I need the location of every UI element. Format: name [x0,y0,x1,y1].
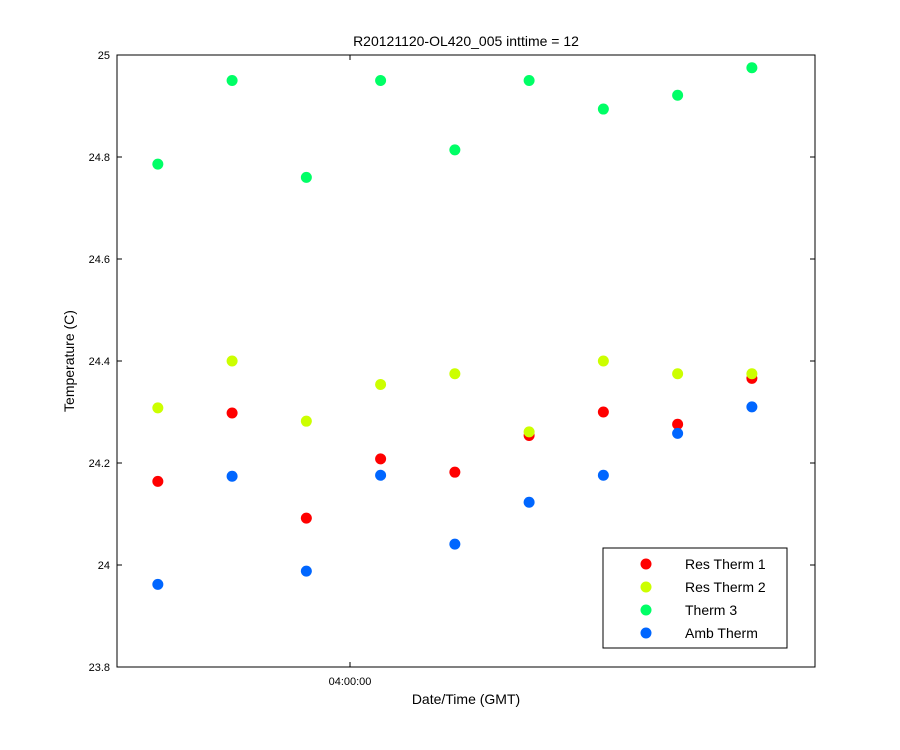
x-axis-ticks: 04:00:00 [329,55,372,688]
point-therm-3 [449,144,461,156]
point-res-therm-1 [375,453,387,465]
point-res-therm-1 [152,475,164,487]
point-therm-3 [152,158,164,170]
point-therm-3 [523,75,535,86]
y-tick-label: 24.4 [89,356,110,368]
chart-title: R20121120-OL420_005 inttime = 12 [353,33,579,49]
point-amb-therm [226,470,238,482]
point-res-therm-2 [597,355,609,367]
point-amb-therm [597,469,609,481]
y-tick-label: 24.8 [89,152,110,164]
point-res-therm-1 [300,512,312,524]
point-amb-therm [152,578,164,590]
point-amb-therm [746,401,758,413]
point-res-therm-2 [672,368,684,380]
point-therm-3 [746,62,758,74]
y-tick-label: 24.6 [89,254,110,266]
y-axis-ticks: 23.8 24 24.2 24.4 24.6 24.8 25 [89,50,815,674]
legend-label-therm-3: Therm 3 [685,602,737,618]
point-res-therm-1 [672,418,684,430]
point-res-therm-1 [449,466,461,478]
y-tick-label: 23.8 [89,662,110,674]
legend-marker-res-therm-1 [640,558,652,570]
point-therm-3 [300,171,312,183]
point-res-therm-2 [449,368,461,380]
point-res-therm-2 [152,402,164,414]
point-res-therm-2 [226,355,238,367]
point-res-therm-2 [746,368,758,380]
point-amb-therm [523,496,535,508]
x-tick-label: 04:00:00 [329,676,372,688]
y-tick-label: 25 [98,50,110,62]
y-tick-label: 24 [98,560,110,572]
legend-label-res-therm-2: Res Therm 2 [685,579,766,595]
legend-marker-amb-therm [640,627,652,639]
x-axis-title: Date/Time (GMT) [412,691,520,707]
y-tick-label: 24.2 [89,458,110,470]
point-res-therm-1 [226,407,238,419]
legend-label-res-therm-1: Res Therm 1 [685,556,766,572]
point-amb-therm [449,538,461,550]
legend: Res Therm 1 Res Therm 2 Therm 3 Amb Therm [602,547,788,649]
point-res-therm-2 [300,415,312,427]
point-res-therm-1 [597,406,609,418]
point-amb-therm [672,427,684,439]
point-therm-3 [226,75,238,86]
legend-label-amb-therm: Amb Therm [685,625,758,641]
point-amb-therm [300,565,312,577]
point-res-therm-2 [375,378,387,390]
legend-marker-res-therm-2 [640,581,652,593]
data-points [152,62,758,590]
point-therm-3 [375,75,387,86]
point-res-therm-2 [523,426,535,438]
point-therm-3 [672,89,684,101]
legend-box [602,547,788,649]
point-amb-therm [375,469,387,481]
point-therm-3 [597,103,609,115]
y-axis-title: Temperature (C) [61,310,77,412]
legend-marker-therm-3 [640,604,652,616]
